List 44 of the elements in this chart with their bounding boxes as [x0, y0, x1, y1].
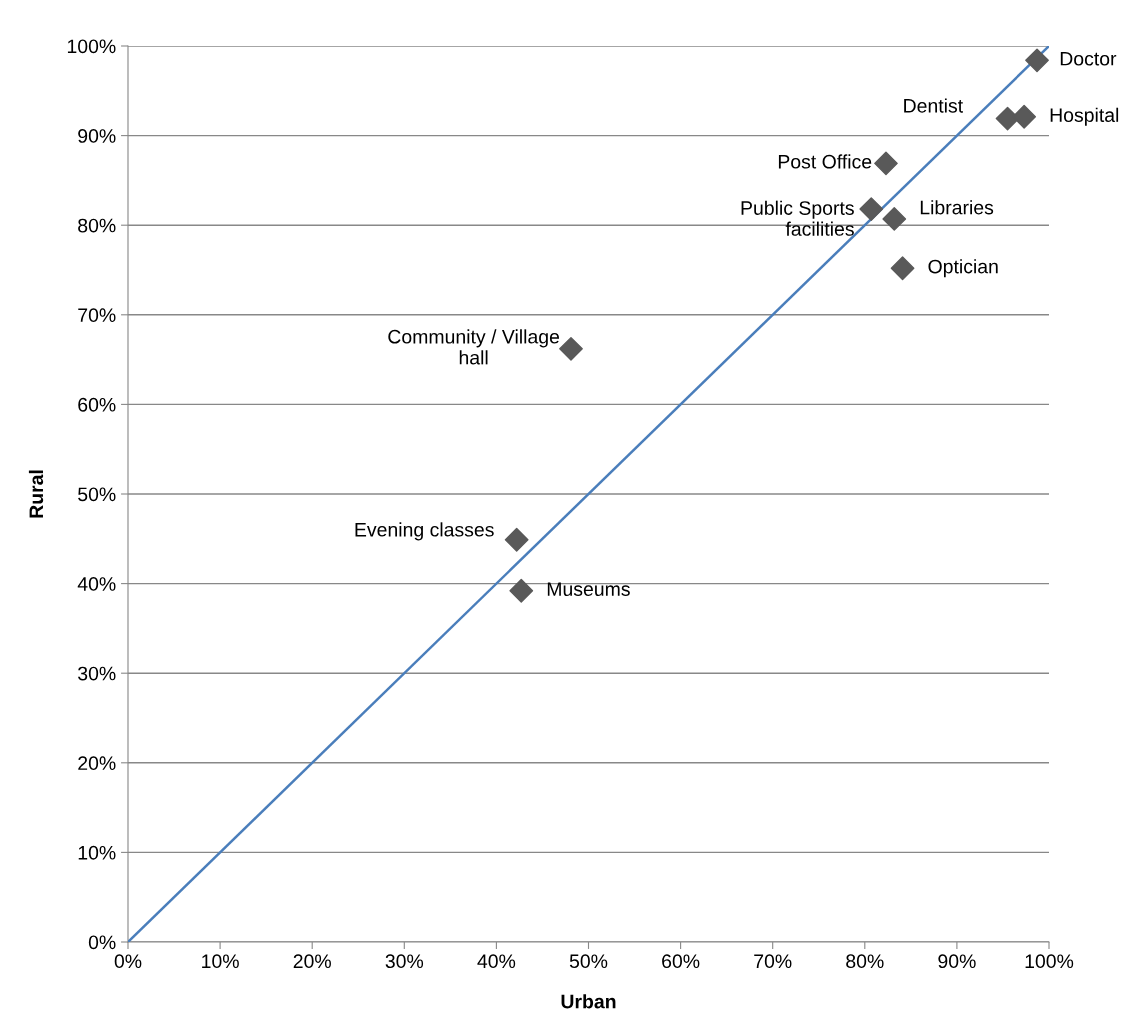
x-tick-label: 80%: [846, 954, 884, 969]
y-tick-label: 80%: [78, 218, 116, 233]
x-tick-label: 40%: [477, 954, 516, 969]
point: [509, 578, 534, 603]
x-tick-label: 60%: [662, 954, 700, 969]
point: [874, 151, 898, 176]
y-tick-label: 70%: [78, 308, 116, 323]
point: [559, 336, 583, 361]
x-tick-label: 70%: [754, 954, 792, 969]
y-axis-title: Rural: [28, 470, 44, 518]
point: [1012, 104, 1037, 129]
annotation: Post Office: [778, 154, 872, 169]
point: [1025, 48, 1049, 73]
x-tick-label: 50%: [569, 954, 608, 969]
x-axis-title: Urban: [561, 994, 616, 1009]
point: [995, 106, 1020, 131]
x-tick-label: 100%: [1025, 954, 1074, 969]
annotation: Museums: [547, 582, 630, 596]
y-tick-label: 60%: [78, 397, 116, 412]
annotation: Optician: [928, 259, 998, 278]
annotation: Public Sports facilities: [741, 200, 854, 236]
annotation: Doctor: [1060, 51, 1117, 66]
point: [882, 207, 907, 231]
y-tick-label: 40%: [77, 577, 116, 591]
annotation: Dentist: [904, 98, 963, 113]
y-tick-label: 100%: [67, 39, 116, 54]
x-tick-label: 0%: [114, 954, 142, 969]
x-tick-label: 90%: [938, 954, 976, 969]
point: [504, 527, 529, 552]
y-tick-label: 50%: [78, 487, 116, 502]
x-tick-label: 10%: [202, 954, 239, 969]
y-tick-label: 0%: [88, 935, 116, 950]
point: [859, 197, 884, 221]
y-tick-label: 20%: [78, 756, 116, 771]
annotation: Libraries: [920, 200, 994, 215]
y-tick-label: 90%: [78, 129, 116, 143]
annotation: Community / Village hall: [388, 329, 560, 365]
x-tick-label: 20%: [293, 954, 331, 969]
point: [890, 256, 915, 281]
x-tick-label: 30%: [385, 954, 424, 969]
y-tick-label: 30%: [78, 666, 116, 681]
annotation: Hospital: [1050, 107, 1119, 126]
annotation: Evening classes: [355, 522, 494, 541]
y-tick-label: 10%: [78, 845, 116, 860]
